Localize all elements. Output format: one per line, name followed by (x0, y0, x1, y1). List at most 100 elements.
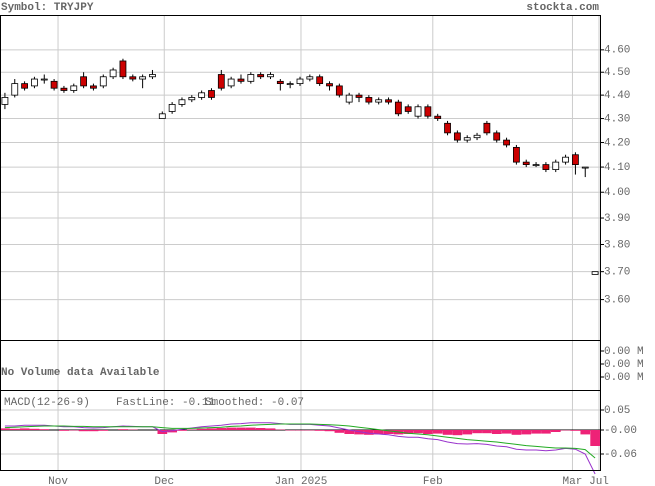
candle-body (286, 83, 294, 86)
candle-body (522, 161, 530, 165)
candle-body (40, 78, 48, 81)
candle-body (453, 132, 461, 141)
x-tick-label: Mar (563, 476, 583, 486)
histogram-bar (472, 430, 482, 434)
histogram-bar (334, 430, 345, 433)
candle-body (473, 134, 481, 139)
x-tick-label: Jan 2025 (275, 476, 328, 486)
symbol: Symbol: TRYJPY (1, 2, 94, 14)
candle-body (208, 90, 215, 98)
histogram-bar (462, 430, 473, 435)
candle-body (90, 85, 97, 89)
candle-body (365, 97, 373, 103)
histogram-bar (364, 430, 374, 435)
candle-body (80, 76, 88, 87)
candle-body (1, 97, 9, 105)
candle-body (463, 137, 471, 141)
candle-body (562, 156, 569, 163)
candle-body (375, 99, 383, 103)
histogram-bar (255, 428, 266, 430)
histogram-bar (206, 428, 217, 430)
histogram-bar (177, 430, 187, 431)
candle-body (227, 78, 235, 87)
x-tick-label: Jul (589, 476, 609, 486)
y-tick-label: 4.10 (604, 162, 630, 174)
histogram-bar (491, 430, 502, 434)
histogram-bar (354, 430, 364, 435)
candle-body (345, 94, 353, 103)
candle-body (572, 154, 579, 165)
candle-body (247, 74, 255, 82)
candle-body (552, 161, 560, 170)
histogram-bar (403, 430, 414, 434)
histogram-bar (246, 427, 256, 430)
y-tick-label: 4.60 (604, 45, 630, 57)
histogram-bar (236, 427, 246, 430)
candle-body (316, 76, 324, 85)
histogram-bar (324, 430, 335, 432)
candle-body (257, 74, 265, 78)
candle-body (178, 99, 186, 105)
candle-body (50, 80, 58, 89)
histogram-bar (344, 430, 355, 434)
histogram-bar (482, 430, 492, 434)
candle-body (267, 74, 274, 78)
histogram-bar (413, 430, 423, 434)
histogram-bar (511, 430, 522, 435)
histogram-bar (226, 427, 237, 430)
candle-body (306, 76, 314, 80)
histogram-bar (590, 430, 600, 446)
candle-body (158, 113, 166, 119)
x-tick-label: Nov (48, 476, 68, 486)
histogram-bar (452, 430, 463, 436)
candle-body (60, 87, 68, 91)
candle-body (217, 74, 225, 89)
candle-body (129, 76, 137, 80)
histogram-bar (383, 430, 394, 434)
histogram-bar (196, 428, 207, 430)
histogram-bar (373, 430, 384, 435)
y-tick-label: 4.40 (604, 90, 630, 102)
candle-body (99, 76, 107, 87)
candle-body (168, 104, 176, 112)
histogram-bar (550, 430, 561, 432)
candle-body (119, 60, 127, 78)
candle-body (532, 164, 540, 166)
candle-body (581, 166, 589, 169)
candle-body (188, 97, 196, 101)
candle-body (21, 83, 28, 89)
candle-body (335, 85, 343, 96)
candle-body (109, 69, 117, 78)
legend-smoothed: Smoothed: -0.07 (205, 397, 304, 409)
y-tick-label: 0.00 M (604, 346, 644, 358)
histogram-bar (423, 430, 433, 434)
y-tick-label: 4.00 (604, 187, 630, 199)
candle-body (355, 94, 363, 98)
macd-line (4, 423, 596, 459)
candle-body (149, 74, 156, 78)
histogram-bar (118, 429, 128, 430)
candle-body (198, 92, 206, 98)
y-tick-label: 0.00 M (604, 372, 644, 384)
y-tick-label: 0.05 (604, 405, 630, 417)
source: stockta.com (526, 2, 599, 14)
y-tick-label: 3.90 (604, 213, 630, 225)
y-tick-label: 3.80 (604, 239, 630, 251)
y-tick-label: 3.70 (604, 267, 630, 279)
candle-body (276, 80, 284, 85)
histogram-bar (531, 430, 541, 434)
histogram-bar (501, 430, 512, 434)
candle-body (237, 78, 245, 82)
histogram-bar (9, 428, 20, 430)
y-tick-label: -0.00 (604, 425, 637, 437)
candle-body (512, 146, 520, 163)
candle-body (591, 271, 599, 275)
volume-note: No Volume data Available (1, 367, 160, 379)
histogram-bar (541, 430, 551, 434)
histogram-bar (216, 428, 227, 430)
y-tick-label: 3.60 (604, 294, 630, 306)
candle-body (542, 164, 550, 170)
histogram-bar (314, 430, 325, 431)
